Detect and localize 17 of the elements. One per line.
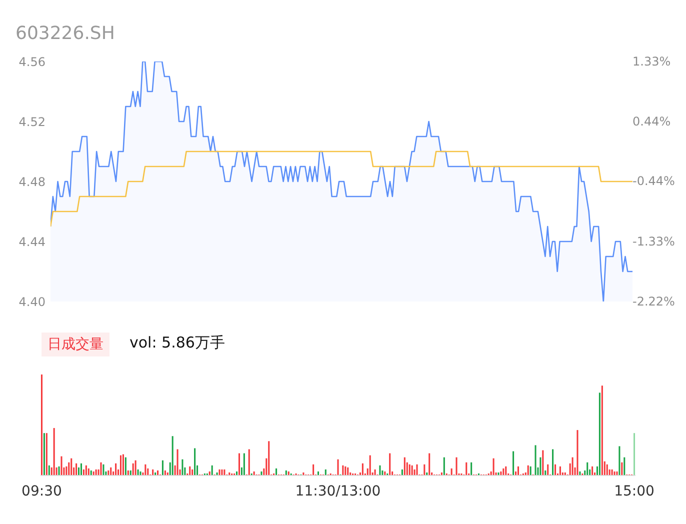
chart-title: 603226.SH <box>16 23 115 44</box>
y2-tick-label: -2.22% <box>632 294 675 308</box>
line-series <box>50 150 632 228</box>
y-tick-label: 4.52 <box>18 115 46 129</box>
x-tick-label: 11:30/13:00 <box>295 484 381 500</box>
y2-tick-label: 1.33% <box>632 54 671 68</box>
text: vol: 5.86万手 <box>130 334 225 352</box>
y2-tick-label: -1.33% <box>632 234 675 248</box>
y-tick-label: 4.56 <box>18 55 46 69</box>
y2-tick-label: -0.44% <box>632 174 675 188</box>
chart-title: 日成交量 <box>48 336 104 352</box>
y-tick-label: 4.48 <box>18 175 46 189</box>
x-tick-label: 15:00 <box>614 484 654 500</box>
y-tick-label: 4.44 <box>18 235 46 249</box>
x-tick-label: 09:30 <box>22 484 62 500</box>
y-tick-label: 4.40 <box>18 295 46 309</box>
y2-tick-label: 0.44% <box>632 114 671 129</box>
